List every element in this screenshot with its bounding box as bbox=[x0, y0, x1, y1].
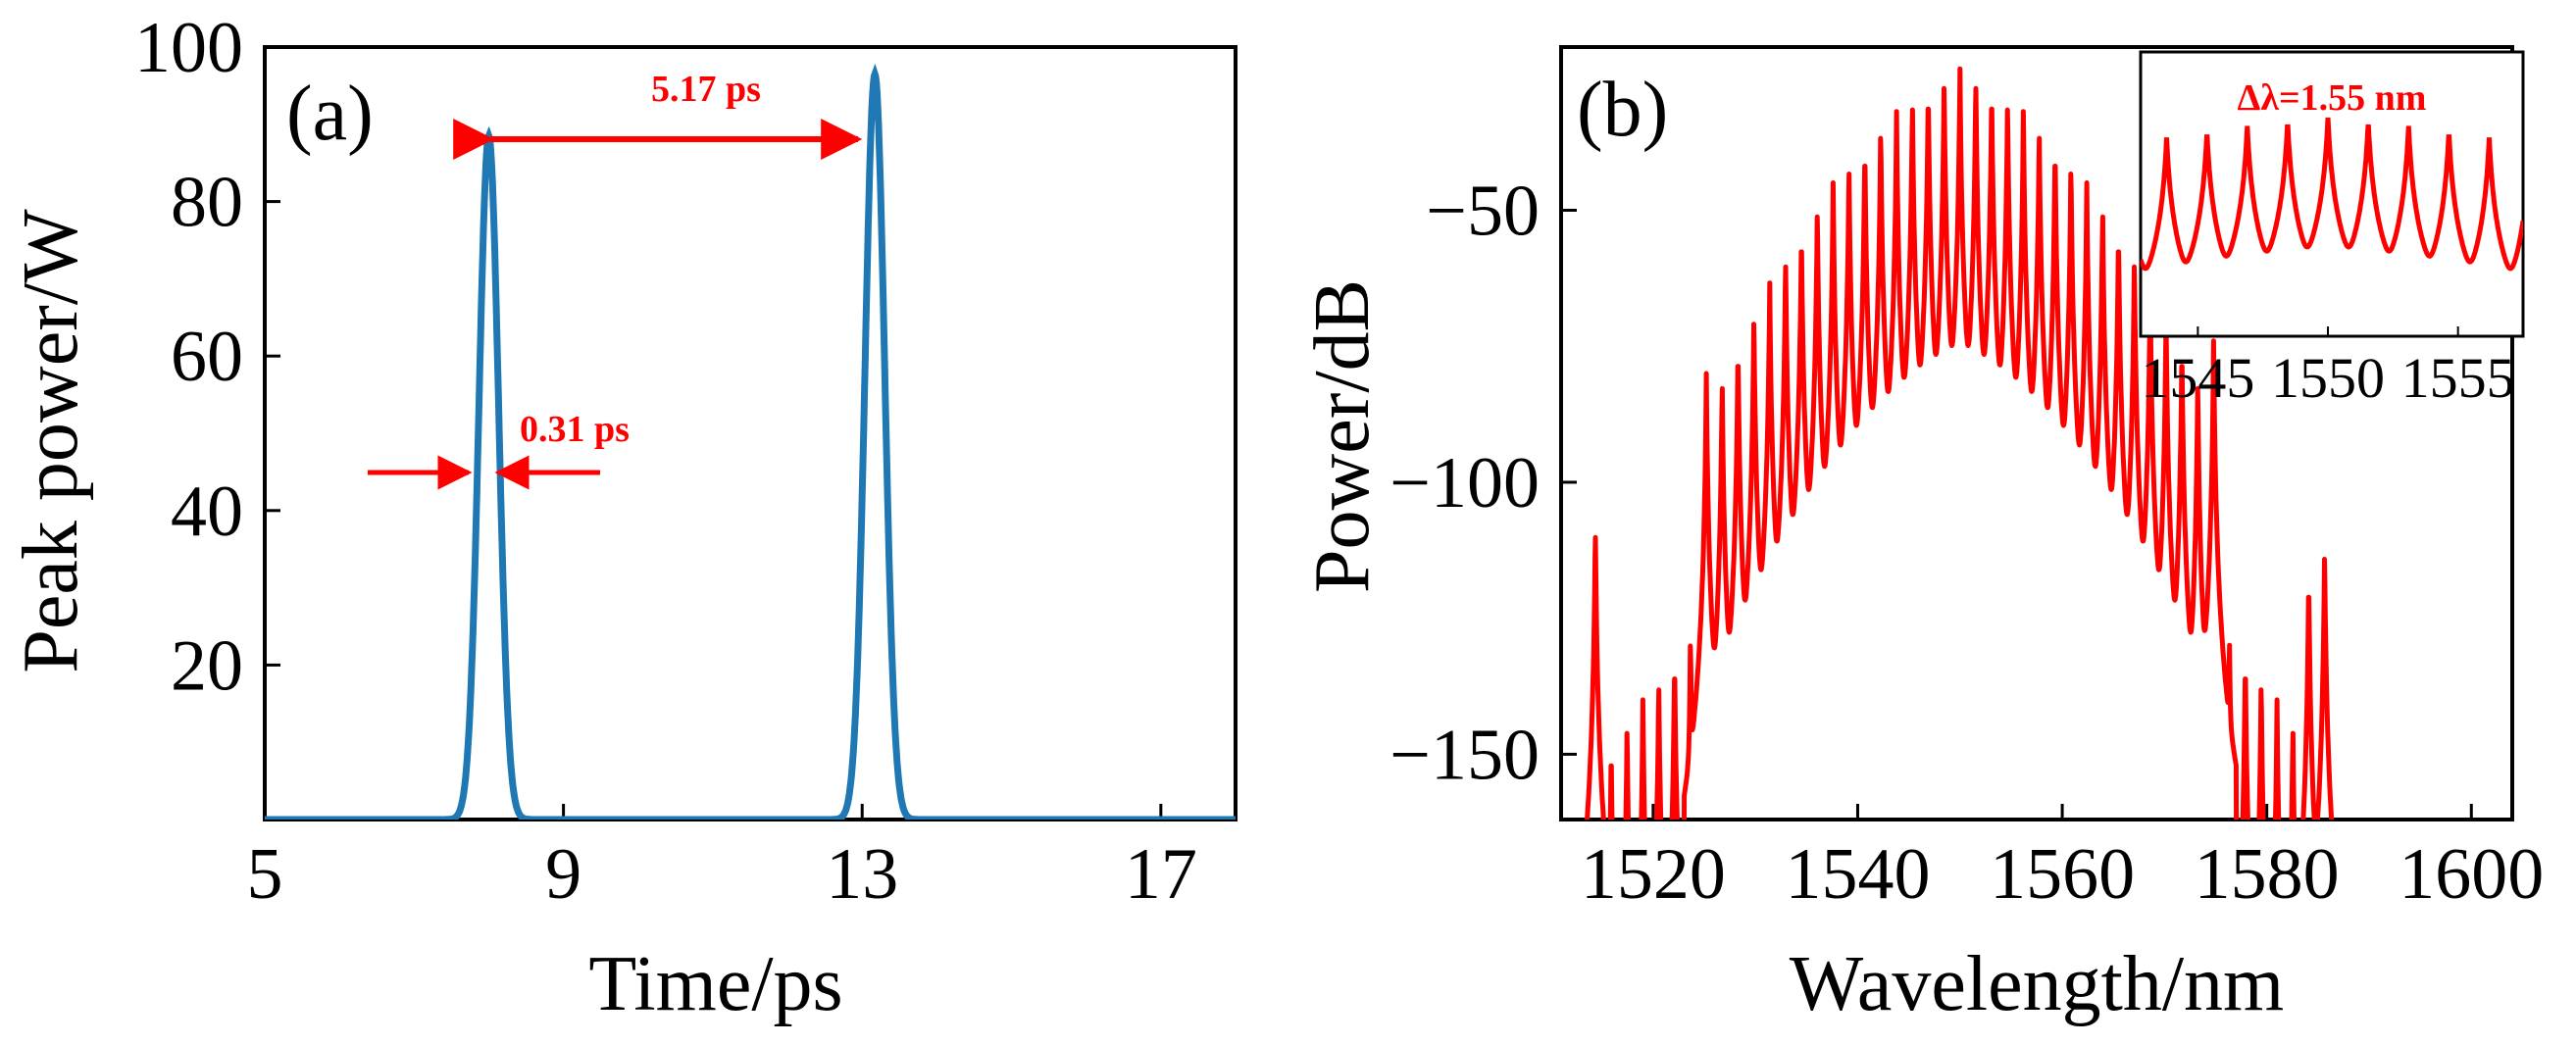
inset-ticks: 1545 1550 1555 bbox=[2141, 326, 2515, 410]
b-x-tick-label: 1560 bbox=[1990, 834, 2135, 915]
inset-x-tick-label: 1550 bbox=[2271, 346, 2385, 410]
b-x-tick-label: 1600 bbox=[2399, 834, 2544, 915]
panel-a-label: (a) bbox=[286, 71, 374, 157]
panel-a-xlabel: Time/ps bbox=[588, 941, 842, 1027]
a-y-tick-label: 40 bbox=[171, 472, 243, 552]
b-y-tick-label: −50 bbox=[1426, 171, 1540, 251]
a-x-tick-label: 13 bbox=[826, 834, 898, 915]
a-y-tick-label: 20 bbox=[171, 625, 243, 706]
b-y-tick-label: −150 bbox=[1389, 715, 1540, 795]
separation-label: 5.17 ps bbox=[651, 69, 761, 110]
inset: Δλ=1.55 nm 1545 1550 1555 bbox=[2139, 50, 2525, 410]
a-x-tick-label: 9 bbox=[545, 834, 581, 915]
panel-b-ticks: 1520 1540 1560 1580 1600 −50 −100 −150 bbox=[1389, 171, 2544, 915]
panel-b: 1520 1540 1560 1580 1600 −50 −100 −150 (b) Δλ=1… bbox=[1299, 45, 2544, 1027]
a-x-tick-label: 17 bbox=[1125, 834, 1197, 915]
inset-x-tick-label: 1545 bbox=[2141, 346, 2254, 410]
inset-title: Δλ=1.55 nm bbox=[2238, 77, 2427, 119]
a-y-tick-label: 60 bbox=[171, 317, 243, 397]
b-y-tick-label: −100 bbox=[1389, 443, 1540, 523]
panel-b-label: (b) bbox=[1577, 67, 1668, 153]
width-label: 0.31 ps bbox=[520, 409, 630, 450]
panel-a-frame bbox=[263, 45, 1237, 821]
panel-a: 5 9 13 17 20 40 60 80 100 (a) 5.17 ps 0.31 ps Ti… bbox=[8, 8, 1237, 1027]
panel-a-ticks: 5 9 13 17 20 40 60 80 100 bbox=[134, 8, 1197, 915]
a-y-tick-label: 80 bbox=[171, 163, 243, 243]
b-x-tick-label: 1580 bbox=[2195, 834, 2340, 915]
a-x-tick-label: 5 bbox=[247, 834, 283, 915]
a-y-tick-label: 100 bbox=[134, 8, 243, 88]
spectrum-trace bbox=[1585, 66, 2335, 820]
pulse-trace bbox=[265, 63, 1236, 820]
b-x-tick-label: 1520 bbox=[1581, 834, 1726, 915]
b-x-tick-label: 1540 bbox=[1785, 834, 1930, 915]
panel-b-xlabel: Wavelength/nm bbox=[1790, 941, 2285, 1027]
inset-spectrum-trace bbox=[2141, 117, 2523, 272]
inset-x-tick-label: 1555 bbox=[2401, 346, 2515, 410]
panel-a-ylabel: Peak power/W bbox=[8, 209, 94, 673]
panel-b-ylabel: Power/dB bbox=[1299, 279, 1386, 593]
panel-b-frame bbox=[1559, 45, 2514, 821]
